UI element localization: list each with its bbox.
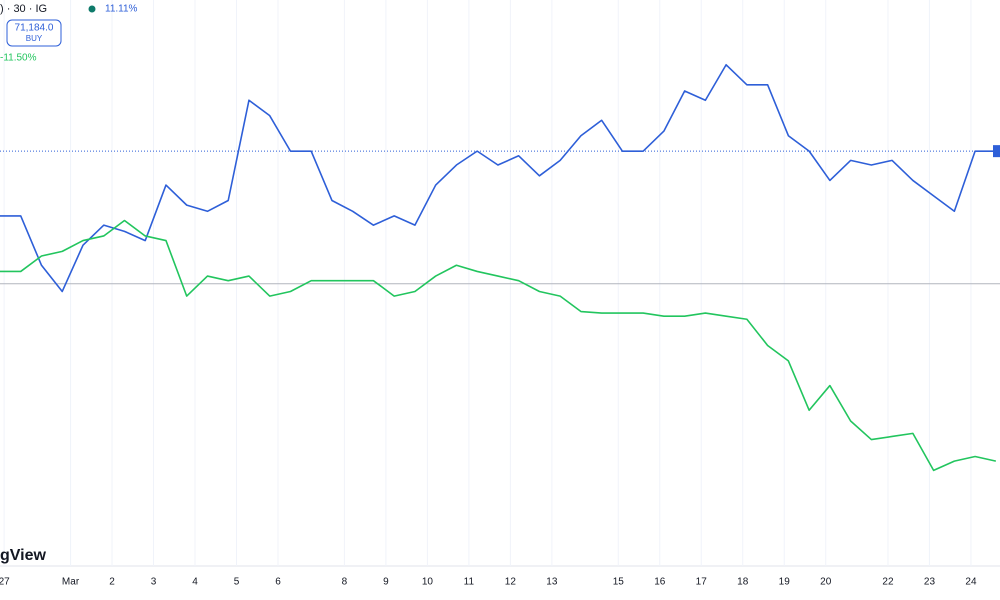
watermark: gView xyxy=(0,547,47,564)
x-tick-label: 27 xyxy=(0,577,10,588)
x-tick-label: 4 xyxy=(192,577,198,588)
x-tick-label: 5 xyxy=(234,577,240,588)
buy-label[interactable]: BUY xyxy=(26,34,43,43)
plot xyxy=(0,0,1000,566)
compare-change: -11.50% xyxy=(0,53,37,64)
x-tick-label: 13 xyxy=(546,577,558,588)
x-tick-label: 20 xyxy=(820,577,832,588)
x-tick-label: 19 xyxy=(779,577,791,588)
change: 11.11% xyxy=(105,4,138,15)
x-tick-label: 6 xyxy=(275,577,281,588)
status-dot xyxy=(88,5,96,13)
x-tick-label: 24 xyxy=(965,577,977,588)
x-tick-label: 16 xyxy=(654,577,666,588)
x-tick-label: 8 xyxy=(342,577,348,588)
buy-price[interactable]: 71,184.0 xyxy=(15,23,54,34)
x-tick-label: 12 xyxy=(505,577,517,588)
x-tick-label: 11 xyxy=(464,577,475,588)
x-tick-label: Mar xyxy=(62,577,80,588)
series-line xyxy=(0,219,997,472)
x-tick-label: 22 xyxy=(882,577,894,588)
x-axis-area xyxy=(0,566,1000,600)
x-tick-label: 17 xyxy=(696,577,708,588)
x-tick-label: 18 xyxy=(737,577,749,588)
x-tick-label: 15 xyxy=(613,577,625,588)
x-tick-label: 23 xyxy=(924,577,936,588)
price-tag xyxy=(993,145,1000,158)
x-tick-label: 10 xyxy=(422,577,434,588)
x-tick-label: 9 xyxy=(383,577,389,588)
buy-button[interactable] xyxy=(6,19,62,47)
symbol: ) · 30 · IG xyxy=(0,3,47,15)
x-tick-label: 2 xyxy=(109,577,115,588)
x-tick-label: 3 xyxy=(151,577,157,588)
series-line xyxy=(0,63,996,293)
